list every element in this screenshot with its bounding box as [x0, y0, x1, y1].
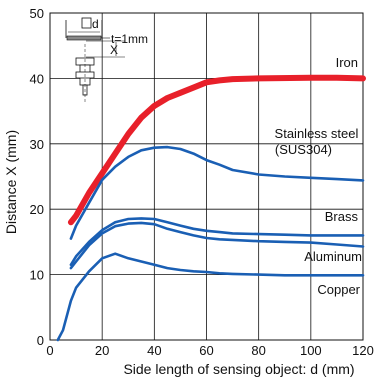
series-label-stainless: Stainless steel (SUS304)	[275, 126, 362, 157]
series-line-stainless-steel	[69, 145, 365, 240]
series-line-aluminum	[69, 221, 365, 270]
y-axis-title: Distance X (mm)	[3, 130, 19, 234]
y-tick-label-50: 50	[30, 6, 44, 21]
y-tick-label-30: 30	[30, 137, 44, 152]
sensor-inset-diagram: d t=1mm X	[65, 17, 148, 102]
x-tick-label-60: 60	[199, 343, 213, 358]
inset-label-d: d	[92, 17, 99, 31]
series-label-aluminum: Aluminum	[304, 249, 362, 264]
y-tick-label-0: 0	[37, 333, 44, 348]
series-line-copper	[56, 252, 365, 342]
series-label-iron: Iron	[336, 55, 358, 70]
series-line-brass	[69, 217, 365, 267]
inset-label-t: t=1mm	[111, 32, 148, 46]
series-label-stainless-line1: Stainless steel	[275, 126, 359, 141]
series-lines	[56, 74, 366, 342]
x-tick-labels: 0 20 40 60 80 100 120	[46, 343, 373, 358]
x-tick-label-100: 100	[300, 343, 322, 358]
x-tick-label-0: 0	[46, 343, 53, 358]
series-label-stainless-line2: (SUS304)	[275, 142, 332, 157]
x-tick-label-120: 120	[352, 343, 374, 358]
inset-label-x: X	[110, 43, 118, 57]
series-label-brass: Brass	[325, 209, 359, 224]
series-line-iron	[67, 74, 366, 226]
series-label-copper: Copper	[317, 282, 360, 297]
y-tick-label-40: 40	[30, 71, 44, 86]
y-tick-label-10: 10	[30, 268, 44, 283]
x-tick-label-80: 80	[251, 343, 265, 358]
y-tick-label-20: 20	[30, 202, 44, 217]
x-tick-label-40: 40	[147, 343, 161, 358]
y-tick-labels: 0 10 20 30 40 50	[30, 6, 44, 348]
inset-target-plate	[66, 35, 102, 41]
x-axis-title: Side length of sensing object: d (mm)	[123, 361, 354, 377]
inset-target-box-icon	[81, 17, 92, 29]
x-tick-label-20: 20	[95, 343, 109, 358]
